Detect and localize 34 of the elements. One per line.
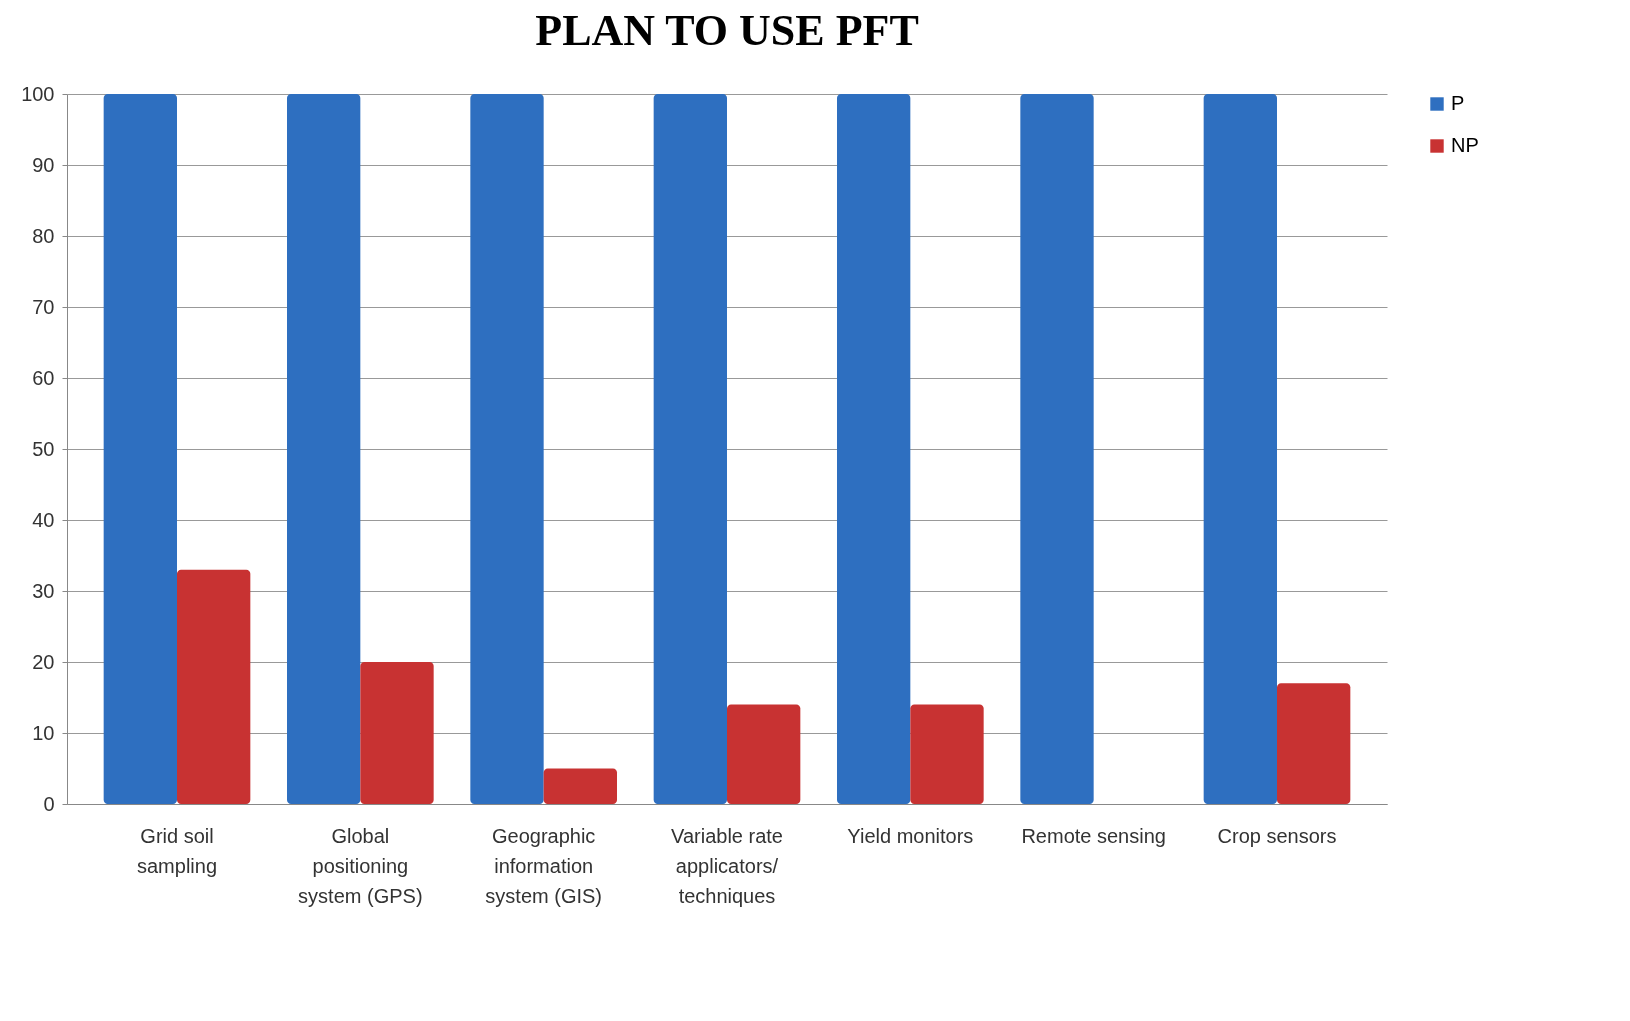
x-tick-label: Grid soil sampling	[136, 824, 218, 877]
y-tick-label: 30	[32, 579, 55, 602]
bar	[910, 704, 984, 804]
bar	[1203, 94, 1277, 804]
x-tick-label: Global positioning system (GPS)	[298, 824, 423, 907]
chart-title: PLAN TO USE PFT	[535, 6, 919, 55]
bar	[653, 94, 727, 804]
bar	[727, 704, 801, 804]
bar	[103, 94, 177, 804]
bar	[1277, 683, 1351, 804]
legend-label: NP	[1451, 134, 1479, 156]
x-tick-label: Yield monitors	[847, 824, 974, 847]
y-tick-label: 60	[32, 366, 55, 389]
x-tick-label: Remote sensing	[1021, 824, 1166, 847]
bar	[1020, 94, 1094, 804]
y-tick-label: 90	[32, 153, 55, 176]
bar	[837, 94, 911, 804]
bar	[360, 662, 434, 804]
x-tick-label: Crop sensors	[1217, 824, 1337, 847]
y-tick-label: 10	[32, 721, 55, 744]
bar	[543, 768, 617, 804]
bar	[287, 94, 361, 804]
y-tick-label: 50	[32, 437, 55, 460]
y-tick-label: 20	[32, 650, 55, 673]
bar	[177, 569, 251, 804]
y-tick-label: 80	[32, 224, 55, 247]
y-tick-label: 70	[32, 295, 55, 318]
legend-label: P	[1451, 92, 1465, 114]
y-tick-label: 100	[21, 82, 55, 105]
bar	[470, 94, 544, 804]
x-tick-label: Variable rate applicators/techniques	[671, 824, 783, 907]
x-tick-label: Geographic information system (GIS)	[485, 824, 602, 907]
y-tick-label: 40	[32, 508, 55, 531]
y-tick-label: 0	[43, 792, 55, 815]
